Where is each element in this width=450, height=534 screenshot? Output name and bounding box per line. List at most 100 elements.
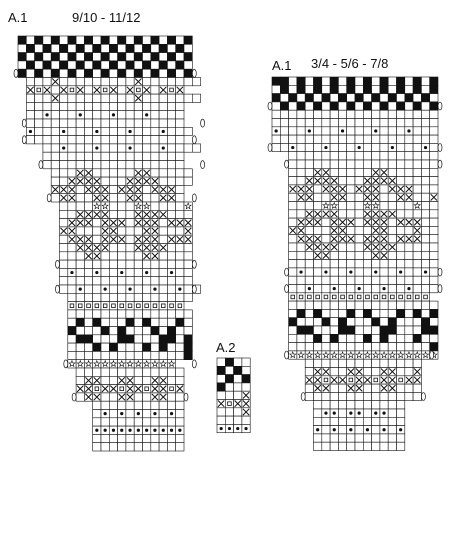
chart-cell-cross-stitch (150, 384, 160, 394)
chart-cell-empty-cell (117, 151, 127, 161)
chart-cell-empty-cell (150, 43, 160, 53)
chart-cell-cross-stitch (92, 193, 102, 203)
chart-cell-empty-cell (92, 292, 102, 302)
chart-cell-empty-cell (429, 151, 439, 161)
chart-cell-filled-square (421, 325, 430, 335)
chart-cell-filled-square (67, 326, 77, 336)
chart-cell-empty-cell (404, 201, 414, 211)
chart-cell-empty-cell (75, 276, 85, 286)
chart-cell-empty-cell (288, 192, 298, 202)
chart-cell-empty-cell (84, 259, 94, 269)
chart-cell-empty-cell (59, 243, 69, 253)
chart-cell-empty-cell (50, 151, 60, 161)
chart-cell-empty-cell (288, 300, 298, 310)
chart-cell-empty-cell (387, 267, 397, 277)
chart-cell-empty-cell (34, 118, 44, 128)
chart-cell-empty-cell (404, 309, 414, 318)
chart-cell-empty-cell (34, 110, 44, 120)
chart-cell-empty-cell (175, 143, 185, 153)
chart-cell-empty-cell (346, 226, 356, 235)
chart-cell-empty-cell (158, 400, 168, 410)
chart-cell-empty-cell (421, 109, 430, 119)
chart-cell-empty-cell (354, 309, 364, 318)
chart-cell-filled-square (313, 333, 323, 343)
chart-cell-filled-square (175, 43, 185, 53)
chart-cell-empty-cell (100, 143, 110, 153)
chart-cell-empty-cell (396, 275, 406, 285)
chart-cell-empty-cell (167, 151, 176, 161)
chart-cell-dot (100, 425, 110, 435)
chart-cell-empty-cell (142, 400, 152, 410)
chart-cell-filled-square (117, 68, 127, 78)
chart-cell-cross-stitch (50, 77, 60, 87)
chart-cell-empty-cell (421, 300, 430, 310)
chart-cell-star (346, 350, 356, 360)
chart-cell-cross-stitch (379, 383, 389, 393)
chart-cell-empty-cell (362, 251, 372, 260)
chart-cell-empty-cell (75, 259, 85, 269)
chart-cell-empty-cell (125, 168, 135, 178)
chart-cell-empty-cell (371, 134, 381, 144)
chart-cell-empty-cell (346, 300, 356, 310)
chart-cell-cross-stitch (84, 375, 94, 385)
chart-cell-empty-cell (288, 85, 298, 94)
chart-cell-cross-stitch (396, 217, 406, 227)
chart-cell-empty-cell (371, 143, 381, 152)
chart-cell-empty-cell (304, 333, 314, 343)
chart-cell-empty-cell (271, 109, 281, 119)
chart-cell-cross-stitch (84, 210, 94, 219)
chart-cell-empty-cell (42, 68, 52, 78)
chart-cell-cross-stitch (296, 184, 306, 194)
chart-cell-cross-stitch (133, 210, 143, 219)
size-range-left: 9/10 - 11/12 (72, 10, 141, 25)
chart-cell-empty-cell (67, 118, 77, 128)
chart-cell-empty-cell (338, 168, 347, 177)
chart-cell-empty-cell (117, 193, 127, 203)
chart-cell-empty-cell (84, 127, 94, 136)
chart-cell-empty-cell (25, 102, 35, 112)
chart-cell-empty-cell (304, 109, 314, 119)
chart-cell-empty-cell (321, 441, 331, 451)
chart-cell-empty-cell (125, 243, 135, 253)
chart-cell-empty-cell (117, 251, 127, 261)
chart-cell-empty-cell (288, 118, 298, 128)
chart-cell-empty-cell (125, 417, 135, 427)
chart-cell-filled-square (404, 93, 414, 103)
chart-cell-cross-stitch (142, 176, 152, 186)
chart-cell-cross-stitch (379, 242, 389, 252)
chart-cell-empty-cell (362, 400, 372, 410)
chart-cell-empty-cell (225, 382, 234, 392)
chart-cell-empty-cell (396, 259, 406, 269)
chart-cell-star (125, 359, 135, 369)
chart-cell-empty-cell (421, 275, 430, 285)
chart-cell-empty-cell (67, 334, 77, 344)
chart-band (284, 151, 443, 169)
chart-cell-cross-stitch (167, 218, 176, 228)
chart-cell-filled-square (225, 357, 234, 367)
chart-cell-empty-cell (75, 226, 85, 236)
chart-cell-empty-cell (150, 434, 160, 443)
chart-cell-empty-cell (329, 367, 339, 377)
chart-cell-empty-cell (158, 234, 168, 244)
chart-cell-empty-cell (175, 375, 185, 385)
chart-cell-filled-square (288, 317, 298, 327)
chart-cell-cross-stitch (109, 218, 118, 228)
chart-cell-empty-cell (133, 434, 143, 443)
chart-cell-empty-cell (167, 259, 176, 269)
chart-cell-empty-cell (271, 143, 281, 152)
chart-cell-empty-cell (354, 325, 364, 335)
chart-cell-empty-cell (109, 35, 118, 45)
chart-cell-empty-cell (117, 417, 127, 427)
chart-cell-cross-stitch (50, 93, 60, 103)
chart-cell-empty-cell (288, 209, 298, 219)
chart-cell-empty-cell (133, 226, 143, 236)
chart-cell-empty-cell (133, 110, 143, 120)
chart-cell-empty-cell (354, 234, 364, 244)
chart-cell-cross-stitch (133, 93, 143, 103)
chart-cell-empty-cell (387, 333, 397, 343)
chart-cell-empty-cell (158, 110, 168, 120)
chart-cell-filled-square (346, 76, 356, 86)
chart-cell-cross-stitch (84, 185, 94, 194)
chart-cell-empty-cell (354, 275, 364, 285)
chart-cell-cross-stitch (338, 375, 347, 385)
